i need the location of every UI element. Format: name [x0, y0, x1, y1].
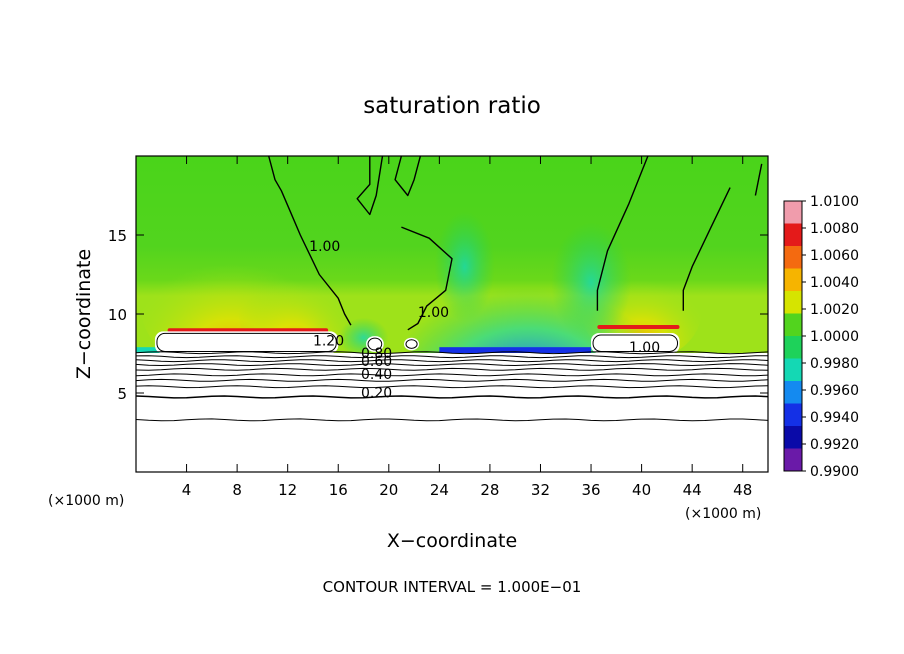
contour-lines — [136, 156, 768, 422]
x-tick-label: 8 — [232, 481, 242, 499]
iso-line-5 — [682, 187, 731, 311]
x-tick-label: 20 — [379, 481, 398, 499]
contour-label: 1.00 — [418, 305, 449, 321]
iso-line-3 — [401, 226, 453, 331]
colorbar-band-10 — [784, 426, 802, 449]
x-tick-label: 48 — [733, 481, 752, 499]
x-tick-label: 44 — [683, 481, 702, 499]
cloud-contour-3 — [405, 339, 418, 349]
iso-line-4 — [596, 156, 649, 311]
field-patch-5 — [434, 211, 495, 322]
colorbar-label: 1.0020 — [810, 302, 859, 318]
x-unit-left: (×1000 m) — [48, 493, 124, 509]
colorbar-label: 1.0080 — [810, 221, 859, 237]
contour-label: 0.20 — [361, 386, 392, 402]
x-tick-label: 4 — [182, 481, 192, 499]
contour-interval-note: CONTOUR INTERVAL = 1.000E−01 — [323, 578, 582, 596]
x-tick-label: 16 — [329, 481, 348, 499]
iso-line-6 — [754, 163, 763, 196]
contour-line-2 — [136, 359, 768, 363]
colorbar-band-3 — [784, 268, 802, 292]
cloud-region-0 — [154, 331, 339, 354]
colorbar-band-7 — [784, 358, 802, 382]
colorbar-label: 1.0040 — [810, 275, 859, 291]
y-axis: 5 10 15 — [108, 227, 768, 403]
colorbar-label: 0.9920 — [810, 437, 859, 453]
contour-label: 0.40 — [361, 367, 392, 383]
cloud-contour-1 — [592, 334, 679, 352]
chart-title: saturation ratio — [363, 93, 541, 119]
x-tick-label: 24 — [430, 481, 449, 499]
cloud-contour-2 — [367, 337, 383, 351]
colorbar-band-11 — [784, 448, 802, 472]
contour-line-6 — [136, 378, 768, 382]
colorbar-label: 0.9900 — [810, 464, 859, 480]
x-unit-right: (×1000 m) — [685, 506, 761, 522]
contour-labels: 1.20 0.800.600.40 0.20 1.00 1.00 1.00 — [309, 239, 660, 402]
contour-line-8 — [136, 395, 768, 399]
base-band-teal — [136, 347, 162, 354]
cloud-contour-0 — [156, 332, 337, 353]
contour-line-9 — [136, 418, 768, 422]
iso-line-2 — [394, 156, 422, 197]
colorbar-band-9 — [784, 403, 802, 427]
contour-label: 1.00 — [309, 239, 340, 255]
iso-line-1 — [356, 156, 384, 216]
contour-line-1 — [136, 355, 768, 359]
colorbar-label: 0.9980 — [810, 356, 859, 372]
contour-label: 1.00 — [629, 340, 660, 356]
cloud-rim-right — [597, 325, 680, 330]
plot-area: 1.20 0.800.600.40 0.20 1.00 1.00 1.00 — [136, 156, 768, 472]
colorbar-band-2 — [784, 246, 802, 269]
contour-line-5 — [136, 373, 768, 377]
base-band-blue — [439, 347, 592, 354]
y-tick-label: 10 — [108, 306, 127, 324]
contour-label: 1.20 — [313, 334, 344, 350]
colorbar-label: 1.0000 — [810, 329, 859, 345]
cloud-rim-left — [167, 328, 329, 333]
x-tick-label: 40 — [632, 481, 651, 499]
colorbar-label: 1.0060 — [810, 248, 859, 264]
contour-label: 0.80 — [361, 346, 392, 362]
colorbar-band-4 — [784, 291, 802, 314]
colorbar-band-5 — [784, 313, 802, 337]
colorbar-label: 0.9940 — [810, 410, 859, 426]
contour-label: 0.60 — [361, 354, 392, 370]
colorbar: 1.0100 1.0080 1.0060 1.0040 1.0020 1.0000 0.99… — [783, 194, 859, 480]
x-tick-label: 12 — [278, 481, 297, 499]
contour-line-7 — [136, 385, 768, 389]
contour-line-4 — [136, 367, 768, 371]
colorbar-label: 1.0100 — [810, 194, 859, 210]
x-tick-label: 28 — [480, 481, 499, 499]
y-tick-label: 15 — [108, 227, 127, 245]
colorbar-band-0 — [784, 201, 802, 224]
x-tick-label: 32 — [531, 481, 550, 499]
field-patch-4 — [551, 222, 632, 343]
contour-line-3 — [136, 363, 768, 367]
cloud-region-1 — [591, 332, 680, 354]
colorbar-band-1 — [784, 223, 802, 247]
colorbar-label: 0.9960 — [810, 383, 859, 399]
x-axis-label: X−coordinate — [387, 530, 517, 552]
colorbar-band-6 — [784, 336, 802, 359]
iso-line-0 — [268, 156, 352, 326]
x-tick-label: 36 — [581, 481, 600, 499]
y-axis-label: Z−coordinate — [73, 249, 95, 379]
colorbar-band-8 — [784, 381, 802, 404]
lower-region — [136, 353, 768, 472]
y-tick-label: 5 — [117, 385, 127, 403]
x-axis: 4 8 12 16 20 24 28 32 36 40 44 48 — [182, 156, 752, 499]
